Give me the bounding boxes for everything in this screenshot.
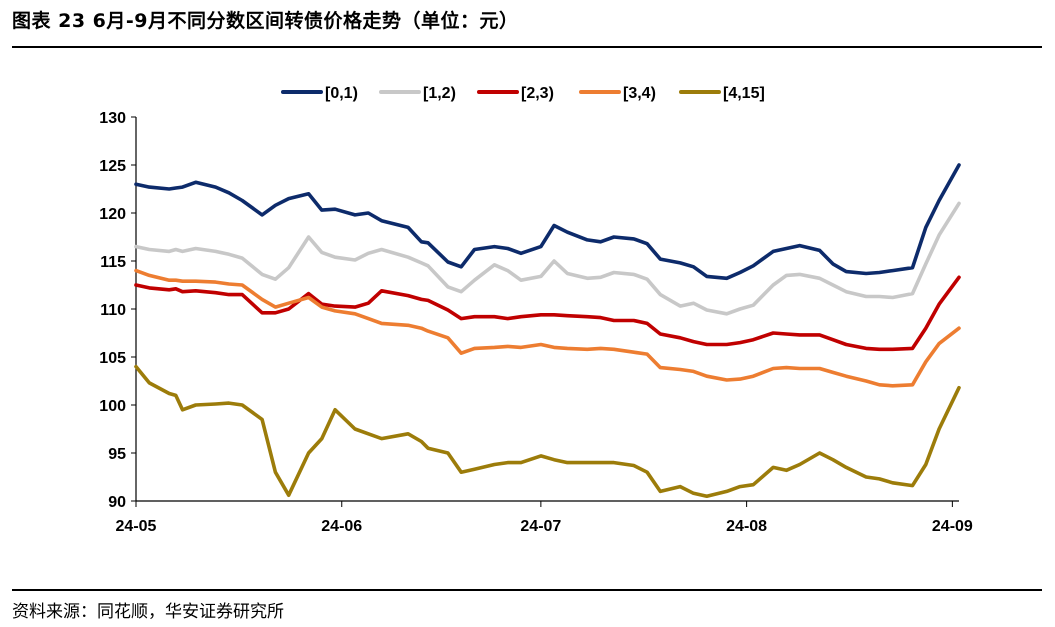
bottom-divider: [12, 589, 1042, 591]
y-tick-label: 120: [99, 206, 126, 223]
legend-item: [4,15]: [679, 85, 765, 102]
x-axis: 24-05 24-06 24-07 24-08 24-09: [116, 500, 973, 535]
legend-label: [4,15]: [723, 85, 765, 102]
legend-label: [2,3): [521, 85, 554, 102]
chart-title: 图表 23 6月-9月不同分数区间转债价格走势（单位：元）: [12, 10, 519, 32]
legend-item: [3,4): [579, 85, 656, 102]
series-line-[2,3): [134, 275, 961, 352]
series-line-[1,2): [134, 201, 961, 316]
series-line-[0,1): [134, 163, 961, 281]
x-tick-label: 24-07: [520, 518, 561, 535]
legend-label: [0,1): [325, 85, 358, 102]
x-tick-label: 24-05: [116, 518, 157, 535]
legend-item: [0,1): [281, 85, 358, 102]
line-chart: [0,1) [1,2) [2,3) [3,4) [4,15] 90 95 100 105 110…: [99, 85, 973, 535]
legend-label: [1,2): [423, 85, 456, 102]
series-lines: [134, 163, 961, 499]
y-tick-label: 125: [99, 158, 126, 175]
y-tick-label: 95: [108, 446, 126, 463]
y-tick-label: 110: [100, 302, 126, 319]
y-tick-label: 100: [99, 398, 126, 415]
legend-label: [3,4): [623, 85, 656, 102]
y-tick-label: 130: [99, 110, 126, 127]
legend-item: [2,3): [477, 85, 554, 102]
series-line-[3,4): [134, 268, 961, 388]
top-divider: [12, 46, 1042, 48]
y-axis: 90 95 100 105 110 115 120 125 130: [99, 110, 137, 511]
x-tick-label: 24-08: [726, 518, 767, 535]
legend-item: [1,2): [379, 85, 456, 102]
y-tick-label: 90: [108, 494, 126, 511]
y-tick-label: 105: [99, 350, 126, 367]
x-tick-label: 24-09: [932, 518, 973, 535]
series-line-[4,15]: [134, 364, 961, 499]
chart-legend: [0,1) [1,2) [2,3) [3,4) [4,15]: [281, 85, 765, 102]
source-note: 资料来源：同花顺，华安证券研究所: [12, 602, 284, 622]
x-tick-label: 24-06: [321, 518, 362, 535]
y-tick-label: 115: [100, 254, 126, 271]
